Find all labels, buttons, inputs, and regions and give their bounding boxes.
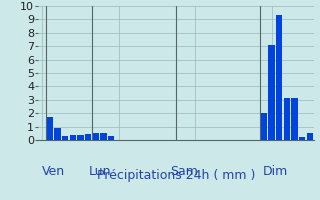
Bar: [291, 98, 298, 140]
Bar: [54, 128, 61, 140]
Bar: [261, 113, 267, 140]
Bar: [100, 133, 107, 140]
Bar: [69, 135, 76, 140]
Text: Ven: Ven: [42, 165, 65, 178]
Bar: [284, 98, 290, 140]
Text: Précipitations 24h ( mm ): Précipitations 24h ( mm ): [97, 169, 255, 182]
Text: Sam: Sam: [170, 165, 197, 178]
Bar: [268, 45, 275, 140]
Bar: [85, 134, 91, 140]
Bar: [307, 133, 313, 140]
Bar: [92, 133, 99, 140]
Bar: [77, 135, 84, 140]
Bar: [276, 15, 283, 140]
Text: Lun: Lun: [88, 165, 111, 178]
Bar: [62, 136, 68, 140]
Bar: [299, 137, 305, 140]
Text: Dim: Dim: [263, 165, 288, 178]
Bar: [47, 117, 53, 140]
Bar: [108, 136, 114, 140]
